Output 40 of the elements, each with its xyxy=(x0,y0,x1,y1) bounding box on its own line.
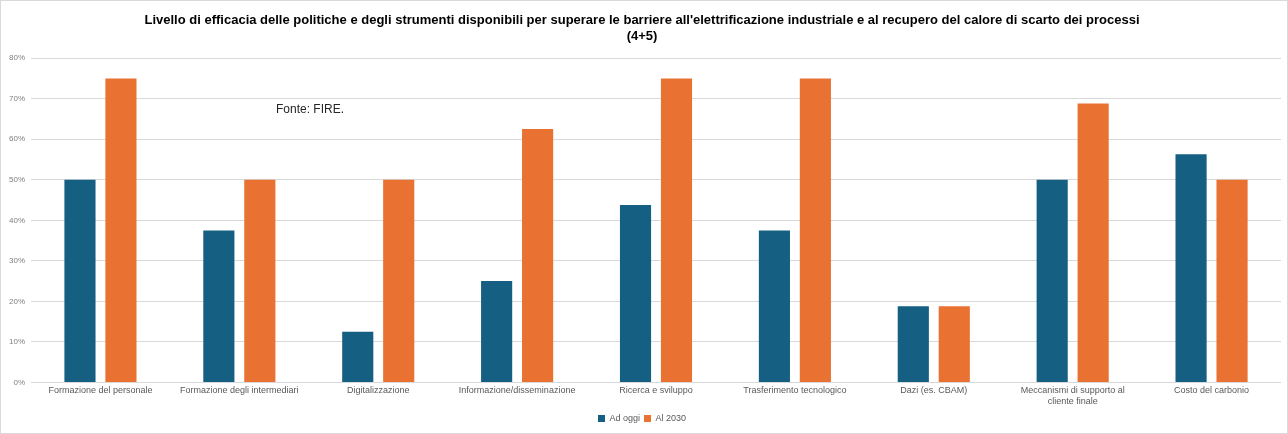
annotation: Fonte: FIRE. xyxy=(276,101,345,116)
y-tick-label: 80% xyxy=(9,53,26,63)
y-tick-label: 50% xyxy=(9,174,26,184)
x-tick-label: Dazi (es. CBAM) xyxy=(900,385,968,396)
bar xyxy=(522,129,554,382)
bar xyxy=(481,281,513,382)
bar xyxy=(1077,103,1109,382)
y-tick-label: 10% xyxy=(9,337,26,347)
bar xyxy=(897,306,929,382)
bar xyxy=(1175,154,1207,382)
y-tick-label: 0% xyxy=(13,377,26,387)
bar xyxy=(64,179,96,382)
bar xyxy=(383,179,415,382)
bar xyxy=(1216,179,1248,382)
x-tick-label: Formazione del personale xyxy=(48,385,153,396)
chart-title: Livello di efficacia delle politiche e degli strumenti disponibili per superare le barriere all'elettrificazione industriale e al recupero del calore di scarto dei processi (4+5) xyxy=(144,12,1140,43)
bar xyxy=(342,331,374,382)
x-tick-label: Trasferimento tecnologico xyxy=(743,385,847,396)
bar xyxy=(938,306,970,382)
x-tick-label: Ricerca e sviluppo xyxy=(619,385,693,396)
y-tick-label: 40% xyxy=(9,215,26,225)
y-tick-label: 20% xyxy=(9,296,26,306)
x-tick-label: Digitalizzazione xyxy=(346,385,410,396)
bar xyxy=(244,179,276,382)
legend-label: Ad oggi xyxy=(609,412,641,423)
y-tick-label: 30% xyxy=(9,256,26,266)
x-tick-label: Meccanismi di supporto al cliente finale xyxy=(1020,385,1125,407)
bar xyxy=(619,204,652,382)
bar xyxy=(660,78,693,382)
bar xyxy=(758,230,790,382)
bar xyxy=(1036,179,1068,382)
bar xyxy=(203,230,235,382)
x-tick-label: Informazione/disseminazione xyxy=(458,385,576,396)
x-tick-label: Costo del carbonio xyxy=(1174,385,1250,396)
y-tick-label: 70% xyxy=(9,93,26,103)
bar xyxy=(799,78,831,382)
legend-label: Al 2030 xyxy=(655,412,687,423)
x-tick-label: Formazione degli intermediari xyxy=(180,385,299,396)
y-tick-label: 60% xyxy=(9,134,26,144)
bar xyxy=(105,78,137,382)
